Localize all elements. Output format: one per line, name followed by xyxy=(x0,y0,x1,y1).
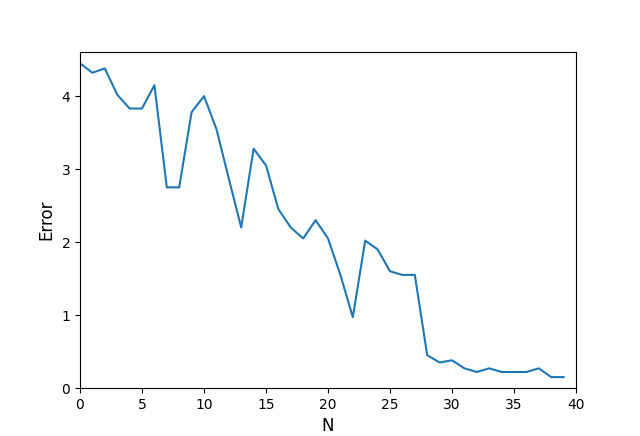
X-axis label: N: N xyxy=(322,417,334,435)
Y-axis label: Error: Error xyxy=(38,200,56,240)
